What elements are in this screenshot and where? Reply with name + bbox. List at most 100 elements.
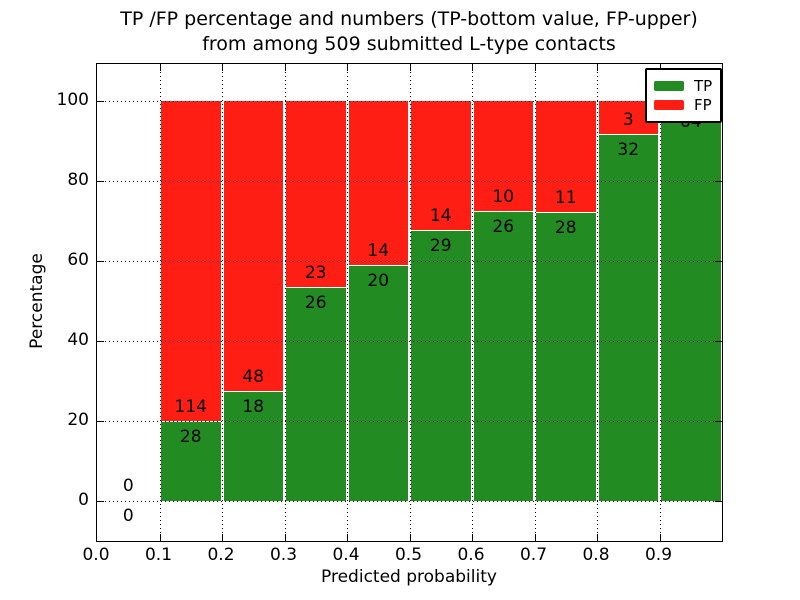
x-tick-label: 0.6 (457, 545, 485, 565)
x-tick-label: 0.0 (82, 545, 110, 565)
tp-bar-segment (598, 134, 658, 501)
gridline-x (222, 64, 223, 541)
tick-mark (97, 501, 104, 502)
fp-count-label: 3 (622, 109, 634, 130)
tick-mark (222, 534, 223, 541)
x-tick-label: 0.4 (332, 545, 360, 565)
tp-bar-segment (348, 265, 408, 501)
tick-mark (597, 64, 598, 71)
tick-mark (97, 100, 104, 102)
tick-mark (97, 180, 104, 182)
gridline-x (284, 64, 286, 541)
tick-mark (659, 534, 661, 541)
fp-bar-segment (348, 100, 408, 265)
fp-count-label: 14 (367, 240, 390, 261)
tp-bar-segment (473, 211, 533, 501)
tick-mark (159, 534, 161, 541)
x-tick-label: 0.1 (144, 545, 173, 565)
tp-count-label: 32 (617, 139, 640, 160)
tick-mark (472, 534, 473, 541)
tp-bar-segment (411, 231, 471, 501)
tick-mark (534, 64, 536, 71)
legend-row-tp: TP (654, 78, 712, 94)
tick-mark (347, 534, 348, 541)
tick-mark (534, 534, 536, 541)
tp-count-label: 28 (554, 218, 577, 239)
tp-count-label: 18 (242, 396, 265, 417)
y-tick-label: 80 (67, 169, 89, 190)
tick-mark (284, 64, 286, 71)
chart-title-line1: TP /FP percentage and numbers (TP-bottom… (120, 8, 698, 30)
y-tick-label: 0 (78, 490, 89, 510)
fp-bar-segment (473, 100, 533, 211)
tick-mark (409, 64, 411, 71)
fp-count-label: 114 (174, 397, 207, 418)
tp-count-label: 26 (304, 293, 327, 314)
gridline-x (659, 64, 661, 541)
tick-mark (97, 340, 104, 342)
fp-count-label: 48 (242, 366, 265, 387)
tick-mark (222, 64, 223, 71)
tp-count-label: 28 (179, 427, 202, 448)
tp-legend-swatch (654, 81, 684, 91)
y-tick-label: 100 (56, 89, 89, 110)
tick-mark (159, 64, 161, 71)
chart-title: TP /FP percentage and numbers (TP-bottom… (0, 7, 800, 57)
tick-mark (597, 534, 598, 541)
gridline-x (597, 64, 598, 541)
tp-count-label: 26 (492, 216, 515, 237)
fp-count-label: 0 (122, 476, 134, 496)
tp-bar-segment (536, 213, 596, 501)
gridline-x (534, 64, 536, 541)
gridline-x (409, 64, 411, 541)
tp-bar-segment (161, 422, 221, 501)
x-tick-label: 0.2 (207, 545, 235, 565)
fp-legend-swatch (654, 100, 684, 110)
tick-mark (472, 64, 473, 71)
x-tick-label: 0.8 (582, 545, 610, 565)
y-tick-label: 60 (67, 249, 89, 270)
fp-legend-label: FP (694, 96, 712, 114)
tick-mark (97, 260, 104, 262)
gridline-x (159, 64, 161, 541)
tp-count-label: 20 (367, 270, 390, 291)
tick-mark (715, 501, 722, 502)
tick-mark (347, 64, 348, 71)
x-tick-label: 0.3 (269, 545, 298, 565)
tp-count-label: 29 (429, 236, 452, 257)
fp-count-label: 14 (429, 206, 452, 227)
tick-mark (409, 534, 411, 541)
tick-mark (715, 260, 722, 262)
tick-mark (715, 180, 722, 182)
fp-bar-segment (286, 100, 346, 288)
gridline-x (347, 64, 348, 541)
x-tick-label: 0.5 (394, 545, 423, 565)
x-tick-label: 0.9 (644, 545, 673, 565)
tp-bar-segment (661, 106, 721, 501)
tp-bar-segment (286, 288, 346, 501)
tp-count-label: 0 (122, 506, 134, 526)
legend: TP FP (645, 68, 723, 123)
tp-bar-segment (223, 391, 283, 501)
x-tick-label: 0.7 (519, 545, 548, 565)
gridline-x (472, 64, 473, 541)
y-tick-label: 40 (67, 329, 89, 350)
legend-row-fp: FP (654, 97, 712, 113)
tick-mark (715, 420, 722, 422)
chart-title-line2: from among 509 submitted L-type contacts (202, 33, 616, 55)
fp-count-label: 11 (554, 188, 577, 209)
fp-bar-segment (411, 100, 471, 231)
tp-legend-label: TP (694, 77, 713, 95)
x-axis-label: Predicted probability (321, 567, 497, 587)
fp-count-label: 10 (492, 186, 515, 207)
tick-mark (659, 64, 661, 71)
tick-mark (284, 534, 286, 541)
fp-count-label: 23 (304, 263, 327, 284)
tick-mark (715, 340, 722, 342)
plot-area: 001142848182326142014291026112833264 TP … (96, 63, 723, 542)
y-tick-label: 20 (67, 409, 89, 430)
tick-mark (97, 420, 104, 422)
fp-bar-segment (223, 100, 283, 391)
y-axis-label: Percentage (27, 253, 47, 349)
